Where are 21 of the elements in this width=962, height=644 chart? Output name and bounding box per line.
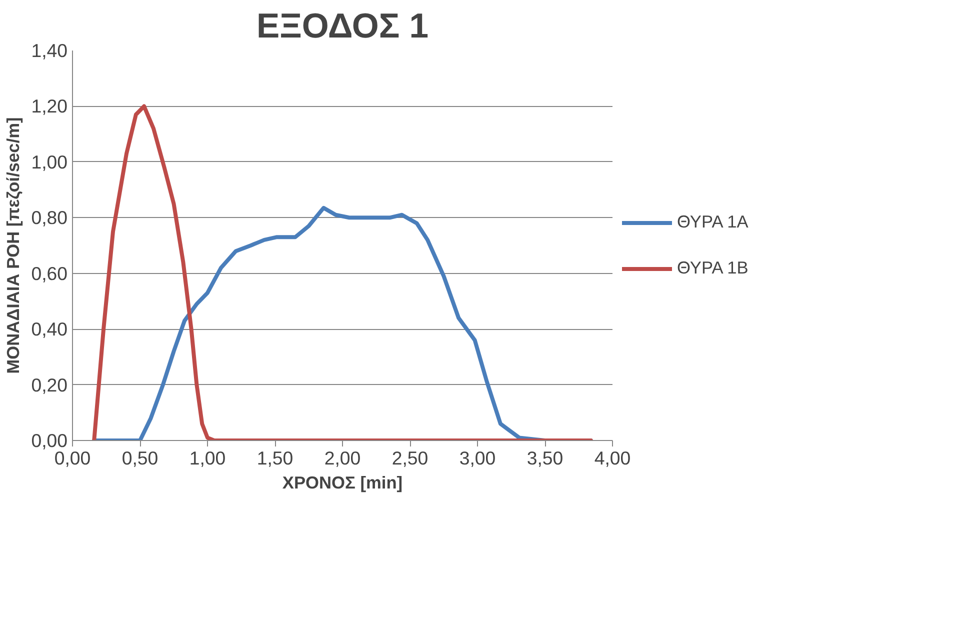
y-tick-label: 1,00 — [31, 151, 68, 172]
x-tick-label: 3,50 — [526, 448, 564, 468]
line-series — [92, 104, 593, 440]
y-tick-label: 0,80 — [31, 207, 68, 228]
legend-label: ΘΥΡΑ 1Β — [677, 258, 748, 278]
y-tick-label: 0,40 — [31, 318, 68, 340]
x-tick-label: 0,50 — [122, 448, 158, 468]
x-tick-label: 1,00 — [189, 448, 226, 468]
y-tick-label: 0,60 — [31, 262, 68, 284]
x-tick-label: 4,00 — [594, 448, 631, 468]
x-tick-label: 2,00 — [324, 448, 361, 468]
y-tick-label: 0,20 — [31, 374, 68, 396]
x-tick-label: 3,00 — [459, 448, 496, 468]
y-tick-label: 1,40 — [31, 40, 68, 61]
x-tick-label: 1,50 — [256, 448, 294, 468]
x-axis-title: ΧΡΟΝΟΣ [min] — [282, 472, 403, 492]
chart-title: ΕΞΟΔΟΣ 1 — [256, 8, 429, 46]
x-tick-label: 2,50 — [392, 448, 428, 468]
y-axis-title: ΜΟΝΑΔΙΑΙΑ ΡΟΗ [πεζοί/sec/m] — [3, 117, 24, 374]
y-tick-label: 1,20 — [31, 96, 68, 117]
legend-label: ΘΥΡΑ 1Α — [677, 212, 748, 232]
